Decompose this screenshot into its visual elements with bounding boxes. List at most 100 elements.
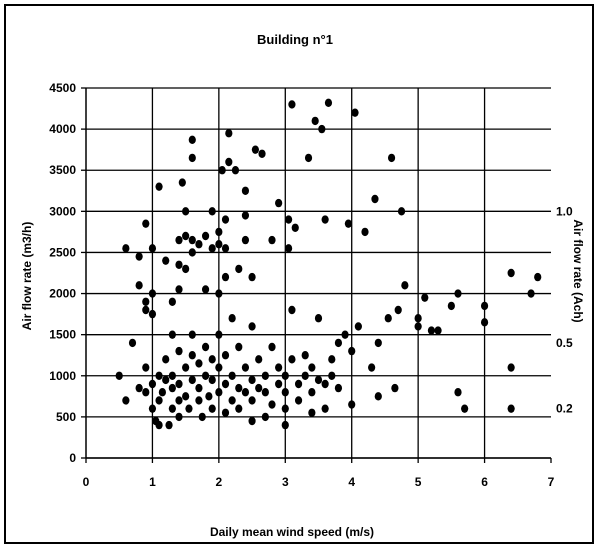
data-point xyxy=(218,166,226,175)
data-point xyxy=(168,404,176,413)
x-tick-labels: 0 1 2 3 4 5 6 7 xyxy=(83,475,555,489)
data-point xyxy=(208,404,216,413)
data-point xyxy=(155,182,163,191)
data-point xyxy=(185,404,193,413)
data-point xyxy=(241,363,250,372)
data-point xyxy=(314,375,323,385)
data-point xyxy=(135,252,143,261)
data-point xyxy=(188,330,196,339)
data-point xyxy=(122,244,130,253)
data-point xyxy=(507,268,515,278)
data-point xyxy=(311,116,319,126)
data-point xyxy=(288,100,296,109)
data-point xyxy=(314,314,323,323)
y-tick-label: 3500 xyxy=(49,163,76,177)
y-tick-label: 2500 xyxy=(49,245,76,259)
data-point xyxy=(248,396,256,405)
data-point xyxy=(397,207,406,216)
data-point xyxy=(142,363,150,372)
data-point xyxy=(162,256,170,265)
data-point xyxy=(215,227,223,237)
data-point xyxy=(168,330,176,339)
data-point xyxy=(534,272,542,282)
data-point xyxy=(188,235,196,245)
data-point xyxy=(175,412,183,422)
scatter-chart: Building n°1 0 1 2 3 4 5 6 7 0 500 1000 1500 2000 25… xyxy=(20,32,585,539)
x-tick-label: 2 xyxy=(216,475,223,489)
y-tick-label: 0 xyxy=(69,451,76,465)
data-point xyxy=(285,244,293,253)
data-point xyxy=(391,383,399,393)
data-point xyxy=(447,301,455,311)
data-point xyxy=(182,264,190,274)
data-point xyxy=(135,281,143,290)
data-point xyxy=(294,379,303,389)
data-point xyxy=(201,371,210,380)
data-point xyxy=(135,383,143,393)
data-point xyxy=(142,305,150,315)
data-point xyxy=(421,293,429,302)
data-point xyxy=(318,124,326,134)
data-point xyxy=(182,231,190,241)
data-point xyxy=(195,359,203,368)
data-point xyxy=(142,388,150,397)
x-axis-label: Daily mean wind speed (m/s) xyxy=(210,525,374,539)
data-point xyxy=(344,219,352,228)
data-point xyxy=(215,330,223,339)
data-point xyxy=(261,388,269,397)
data-point xyxy=(268,235,276,245)
data-point xyxy=(188,375,196,385)
data-point xyxy=(480,318,489,327)
data-point xyxy=(258,149,266,158)
x-tick-label: 7 xyxy=(548,475,555,489)
data-point xyxy=(208,244,216,253)
data-point xyxy=(288,355,296,364)
data-point xyxy=(288,305,296,315)
data-point xyxy=(221,215,230,224)
data-point xyxy=(162,375,170,385)
data-point xyxy=(235,404,243,413)
data-point xyxy=(275,198,283,208)
data-point xyxy=(215,388,223,397)
data-point xyxy=(348,346,356,356)
data-point xyxy=(374,338,382,348)
data-point xyxy=(241,235,250,245)
data-point xyxy=(201,342,210,352)
data-point xyxy=(454,388,462,397)
data-point xyxy=(195,383,203,393)
data-point xyxy=(221,408,230,417)
data-point xyxy=(434,326,442,335)
data-point xyxy=(348,400,356,409)
data-point xyxy=(235,383,243,393)
data-point xyxy=(275,363,283,372)
data-point xyxy=(414,314,422,323)
data-point xyxy=(142,219,150,228)
y2-tick-label: 0.2 xyxy=(556,402,573,416)
data-point xyxy=(175,285,183,294)
y2-tick-labels: 1.0 0.5 0.2 xyxy=(556,204,573,415)
data-point xyxy=(175,235,183,245)
x-tick-label: 6 xyxy=(481,475,488,489)
data-point xyxy=(208,355,216,364)
y-tick-label: 3000 xyxy=(49,204,76,218)
data-point xyxy=(155,396,163,405)
x-tick-label: 3 xyxy=(282,475,289,489)
data-point xyxy=(241,186,250,195)
data-point xyxy=(175,346,183,356)
data-point xyxy=(374,392,382,401)
data-point xyxy=(248,416,256,426)
data-point xyxy=(188,135,196,144)
data-point xyxy=(308,363,316,372)
data-point xyxy=(387,153,396,163)
data-point xyxy=(351,108,359,117)
y-tick-label: 1500 xyxy=(49,328,76,342)
data-point xyxy=(175,379,183,389)
data-point xyxy=(208,375,216,385)
y2-axis-label: Air flow rate (Ach) xyxy=(571,219,585,322)
data-point xyxy=(354,322,362,331)
data-point xyxy=(188,153,196,163)
data-point xyxy=(205,392,213,401)
data-point xyxy=(162,355,170,364)
data-point xyxy=(324,98,333,108)
data-point xyxy=(228,314,236,323)
